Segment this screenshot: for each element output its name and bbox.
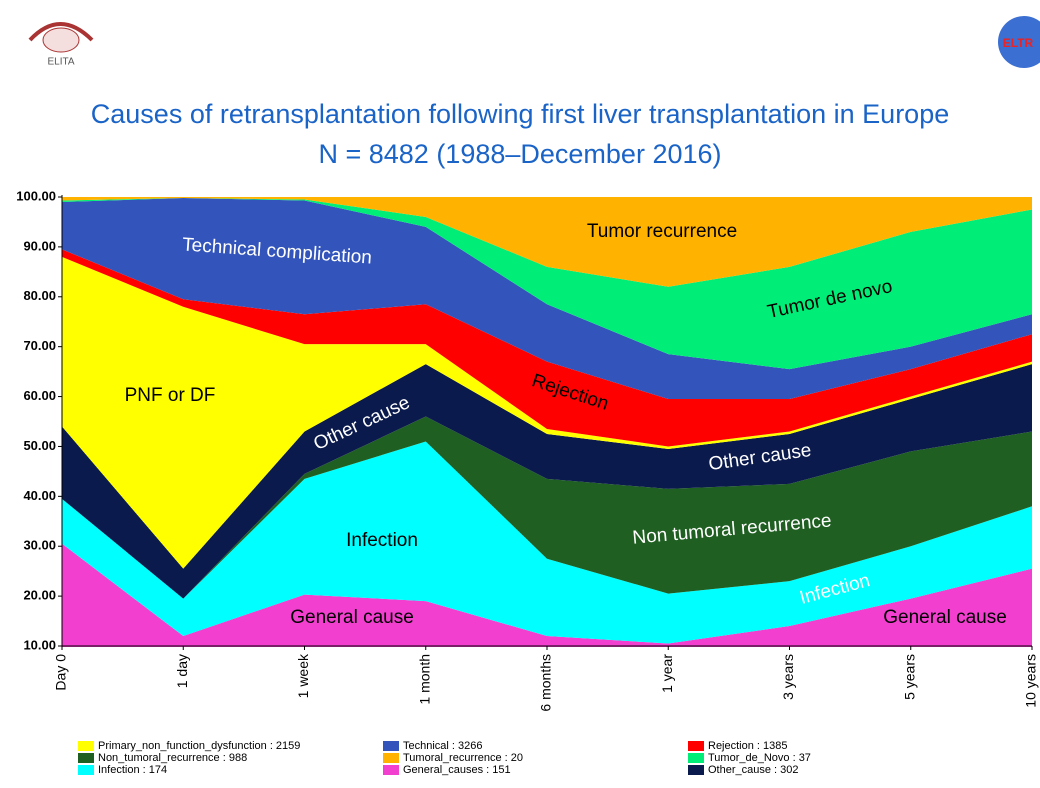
y-tick-label: 60.00 [23, 388, 56, 403]
legend-swatch [688, 753, 704, 763]
legend-swatch [688, 741, 704, 751]
area [62, 197, 1032, 400]
x-tick-label: 1 month [416, 654, 432, 705]
annotation: PNF or DF [125, 385, 216, 406]
logo-text: ELITA [47, 57, 74, 68]
x-tick-label: 1 year [659, 654, 675, 693]
x-tick-label: 6 months [538, 654, 554, 712]
y-tick-label: 40.00 [23, 488, 56, 503]
legend-swatch [383, 765, 399, 775]
area [62, 441, 1032, 644]
legend-swatch [78, 753, 94, 763]
area [62, 249, 1032, 447]
eltr-logo: ELTR [998, 16, 1040, 68]
legend-label: Non_tumoral_recurrence : 988 [98, 752, 247, 764]
legend-swatch [78, 741, 94, 751]
y-tick-label: 100.00 [16, 188, 56, 203]
y-tick-label: 50.00 [23, 438, 56, 453]
legend-label: Rejection : 1385 [708, 740, 788, 752]
chart-subtitle: N = 8482 (1988–December 2016) [318, 139, 721, 169]
legend-swatch [383, 753, 399, 763]
plot-area [62, 197, 1032, 647]
area [62, 416, 1032, 599]
legend-swatch [78, 765, 94, 775]
legend-label: Tumor_de_Novo : 37 [708, 752, 811, 764]
y-tick-label: 20.00 [23, 588, 56, 603]
annotation: Tumor recurrence [587, 221, 737, 242]
x-tick-label: 1 day [174, 654, 190, 688]
x-tick-label: 3 years [780, 654, 796, 700]
x-tick-label: Day 0 [53, 654, 69, 691]
x-tick-label: 5 years [901, 654, 917, 700]
x-tick-label: 1 week [295, 653, 311, 698]
area [62, 197, 1032, 370]
legend-swatch [688, 765, 704, 775]
annotation: General cause [883, 607, 1007, 628]
y-tick-label: 30.00 [23, 538, 56, 553]
y-tick-label: 10.00 [23, 637, 56, 652]
annotation: General cause [290, 607, 414, 628]
legend-label: Other_cause : 302 [708, 764, 799, 776]
legend-label: Technical : 3266 [403, 740, 483, 752]
y-tick-label: 80.00 [23, 288, 56, 303]
y-tick-label: 90.00 [23, 238, 56, 253]
legend-label: Primary_non_function_dysfunction : 2159 [98, 740, 300, 752]
legend-label: Infection : 174 [98, 764, 167, 776]
annotation: Infection [346, 530, 418, 551]
area [62, 543, 1032, 647]
legend-label: General_causes : 151 [403, 764, 511, 776]
x-tick-label: 10 years [1023, 654, 1039, 708]
area [62, 364, 1032, 599]
legend-label: Tumoral_recurrence : 20 [403, 752, 523, 764]
area [62, 197, 1032, 287]
elita-logo: ELITA [28, 22, 94, 68]
logo-text: ELTR [1003, 36, 1034, 50]
legend-swatch [383, 741, 399, 751]
area [62, 256, 1032, 569]
chart-title: Causes of retransplantation following fi… [91, 99, 949, 129]
y-tick-label: 70.00 [23, 338, 56, 353]
